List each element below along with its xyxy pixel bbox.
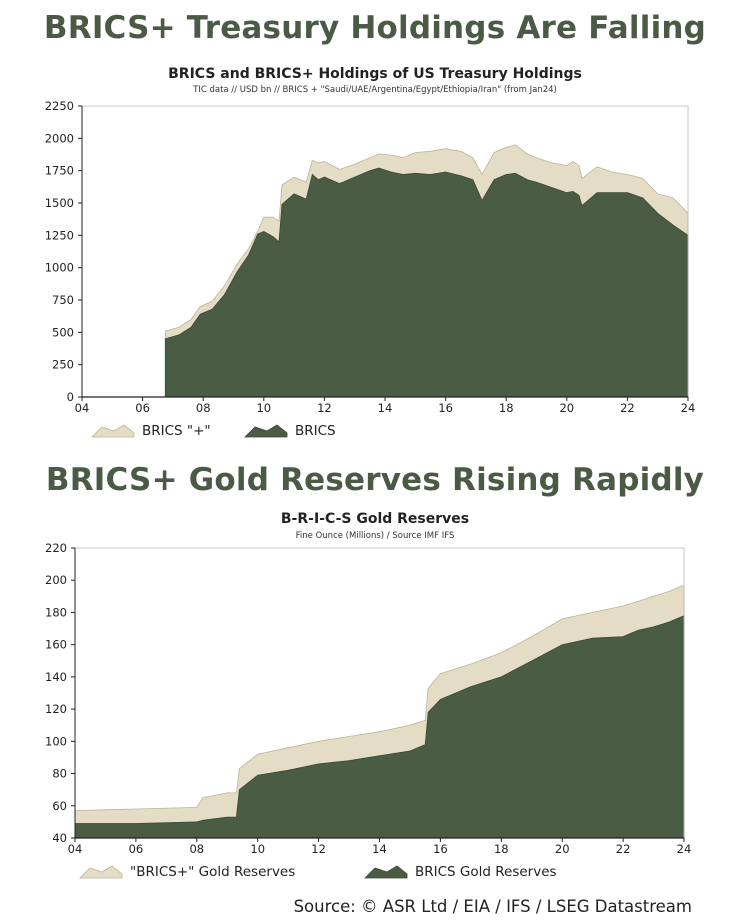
chart2-y-tick-label: 80 (52, 767, 67, 781)
chart2-y-tick-label: 100 (45, 734, 67, 748)
chart1-legend-swatch (91, 424, 135, 438)
chart1-x-tick-label: 22 (620, 401, 635, 415)
chart2-title: B-R-I-C-S Gold Reserves (280, 511, 470, 527)
chart1-x-tick-label: 10 (256, 401, 271, 415)
chart2-y-tick-label: 60 (52, 799, 67, 813)
chart1-y-tick-label: 500 (52, 325, 74, 339)
chart2-x-tick-label: 18 (494, 842, 509, 856)
chart1-x-tick-label: 18 (499, 401, 514, 415)
chart1-y-tick-label: 750 (52, 293, 74, 307)
chart2-x-tick-label: 10 (250, 842, 265, 856)
chart1-y-tick-label: 1500 (45, 196, 74, 210)
chart1-subtitle: TIC data // USD bn // BRICS + "Saudi/UAE… (193, 85, 557, 95)
chart1-y-tick-label: 1250 (45, 228, 74, 242)
chart1-x-tick-label: 12 (317, 401, 332, 415)
chart1-x-tick-label: 04 (75, 401, 90, 415)
chart2-x-tick-label: 14 (372, 842, 387, 856)
chart1-legend-swatch (244, 424, 288, 438)
chart1-x-tick-label: 14 (378, 401, 393, 415)
chart2-legend-label: BRICS Gold Reserves (415, 864, 557, 880)
chart2-subtitle: Fine Ounce (Millions) / Source IMF IFS (295, 531, 455, 541)
chart2-legend-swatch (79, 865, 123, 879)
chart1-y-tick-label: 2000 (45, 131, 74, 145)
chart1-x-tick-label: 08 (196, 401, 211, 415)
chart1-x-tick-label: 24 (681, 401, 696, 415)
chart2-y-tick-label: 200 (45, 573, 67, 587)
chart2-x-tick-label: 04 (68, 842, 83, 856)
chart2-x-tick-label: 16 (433, 842, 448, 856)
chart2-legend-swatch (364, 865, 408, 879)
chart1-title: BRICS and BRICS+ Holdings of US Treasury… (168, 66, 582, 82)
chart1-legend-label: BRICS "+" (142, 423, 211, 439)
source-note: Source: © ASR Ltd / EIA / IFS / LSEG Dat… (293, 897, 692, 916)
chart2-y-tick-label: 180 (45, 605, 67, 619)
chart2-legend-label: "BRICS+" Gold Reserves (130, 864, 295, 880)
chart1-x-tick-label: 06 (135, 401, 150, 415)
headline-gold: BRICS+ Gold Reserves Rising Rapidly (45, 462, 705, 498)
chart1-x-tick-label: 20 (559, 401, 574, 415)
headline-treasury: BRICS+ Treasury Holdings Are Falling (43, 10, 707, 46)
chart1-area-brics (164, 167, 689, 398)
chart2-y-tick-label: 120 (45, 702, 67, 716)
chart2-y-tick-label: 40 (52, 831, 67, 845)
chart2-x-tick-label: 22 (616, 842, 631, 856)
chart2-x-tick-label: 12 (311, 842, 326, 856)
chart2-y-tick-label: 160 (45, 638, 67, 652)
chart2-y-tick-label: 140 (45, 670, 67, 684)
chart1-y-tick-label: 250 (52, 358, 74, 372)
chart2-x-tick-label: 20 (555, 842, 570, 856)
chart2-x-tick-label: 08 (189, 842, 204, 856)
chart1-y-tick-label: 2250 (45, 99, 74, 113)
chart2-x-tick-label: 24 (677, 842, 692, 856)
chart2-x-tick-label: 06 (129, 842, 144, 856)
chart1-y-tick-label: 1000 (45, 261, 74, 275)
chart1-legend-label: BRICS (295, 423, 336, 439)
chart1-y-tick-label: 0 (67, 390, 74, 404)
chart1-x-tick-label: 16 (438, 401, 453, 415)
chart2-area-brics (74, 615, 685, 839)
chart1-y-tick-label: 1750 (45, 164, 74, 178)
chart2-y-tick-label: 220 (45, 541, 67, 555)
